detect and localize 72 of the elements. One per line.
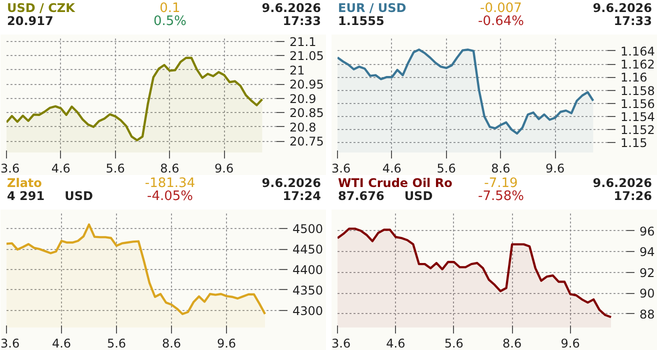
x-tick-label: 5.6 [106, 162, 125, 176]
x-tick-label: 3.6 [0, 162, 20, 176]
y-tick-label: 92 [640, 266, 655, 280]
text: -0.64% [477, 14, 525, 29]
chart-title: WTI Crude Oil Ro [338, 176, 452, 190]
text: 17:33 [282, 14, 321, 28]
y-tick-label: 21.1 [290, 34, 316, 49]
y-tick-label: 20.9 [290, 92, 316, 106]
text: -7.19 [484, 176, 518, 191]
y-tick-label: 1.15 [620, 136, 648, 150]
y-tick-label: 94 [640, 245, 655, 260]
text: 0.5% [152, 14, 188, 29]
chart-title: USD / CZK [7, 1, 75, 15]
text: 0.1 [160, 1, 180, 16]
x-tick-label: 3.6 [0, 336, 20, 350]
y-tick-label: 4500 [292, 222, 324, 236]
y-tick-label: 21.05 [290, 49, 324, 64]
y-tick-label: 4450 [292, 242, 324, 257]
text: 9.6.2026 [262, 1, 321, 15]
text: 17:33 [614, 14, 652, 28]
y-tick-label: 1.158 [620, 84, 655, 98]
chart-title: EUR / USD [338, 1, 406, 15]
x-tick-label: 4.6 [51, 162, 70, 176]
x-tick-label: 9.6 [214, 162, 234, 176]
x-tick-label: 9.6 [216, 336, 236, 350]
chart-subtitle: 87.676 [338, 189, 384, 203]
chart-subtitle: 20.917 [7, 14, 54, 28]
y-tick-label: 1.16 [620, 70, 648, 85]
y-tick-label: 20.85 [290, 106, 324, 120]
text: -4.05% [146, 189, 194, 204]
text: 9.6.2026 [262, 176, 321, 190]
text: 17:26 [614, 189, 652, 203]
text: -0.007 [480, 1, 522, 16]
y-tick-label: 1.154 [620, 110, 655, 124]
x-tick-label: 8.6 [502, 336, 522, 350]
y-tick-label: 20.75 [290, 134, 324, 149]
x-tick-label: 8.6 [162, 336, 182, 350]
text: 9.6.2026 [592, 176, 652, 190]
y-tick-label: 4350 [292, 283, 324, 298]
y-tick-label: 20.95 [290, 78, 324, 92]
x-tick-label: 4.6 [52, 336, 72, 350]
y-tick-label: 88 [640, 307, 655, 322]
chart-title: Zlato [7, 176, 42, 190]
y-tick-label: 90 [640, 286, 655, 301]
text: 17:24 [282, 189, 321, 203]
y-tick-label: 20.8 [290, 120, 316, 134]
y-tick-label: 96 [640, 224, 655, 238]
x-tick-label: 3.6 [332, 336, 351, 350]
text: USD [404, 189, 433, 203]
chart-subtitle: 4 291 [7, 189, 45, 203]
text: 9.6.2026 [592, 1, 652, 15]
y-tick-label: 1.162 [620, 58, 655, 72]
y-tick-label: 4300 [292, 304, 324, 318]
x-tick-label: 9.6 [560, 336, 580, 350]
y-tick-label: 1.164 [620, 44, 655, 58]
x-tick-label: 5.6 [106, 336, 126, 350]
x-tick-label: 5.6 [436, 162, 456, 176]
y-tick-label: 1.156 [620, 96, 655, 111]
y-tick-label: 21 [290, 63, 305, 78]
x-tick-label: 4.6 [386, 336, 406, 350]
x-tick-label: 5.6 [444, 336, 464, 350]
x-tick-label: 8.6 [160, 162, 180, 176]
x-tick-label: 4.6 [382, 162, 402, 176]
x-tick-label: 3.6 [332, 162, 351, 176]
text: -7.58% [477, 189, 525, 204]
text: -181.34 [144, 176, 196, 191]
x-tick-label: 8.6 [491, 162, 510, 176]
x-tick-label: 9.6 [546, 162, 565, 176]
chart-subtitle: 1.1555 [338, 14, 386, 28]
text: USD [64, 189, 93, 203]
y-tick-label: 4400 [292, 262, 324, 277]
y-tick-label: 1.152 [620, 123, 655, 138]
